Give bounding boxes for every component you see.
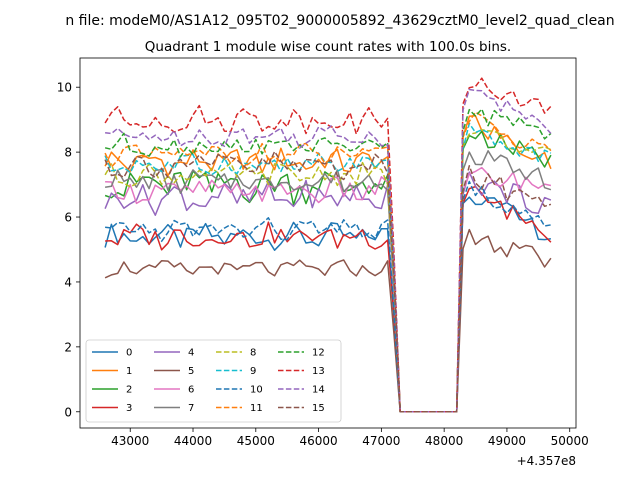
- axes: 43000 44000 45000 46000 47000 48000 49000 50000…: [57, 57, 589, 448]
- legend-label-3: 3: [126, 403, 132, 414]
- legend-label-14: 14: [312, 385, 325, 396]
- legend-label-7: 7: [188, 403, 194, 414]
- series-line-11: [104, 111, 552, 413]
- legend-label-15: 15: [312, 403, 325, 414]
- legend-label-13: 13: [312, 366, 325, 377]
- x-tick-label: 45000: [237, 434, 275, 448]
- series-line-12: [104, 108, 552, 413]
- legend-label-9: 9: [250, 366, 256, 377]
- legend-label-11: 11: [250, 403, 263, 414]
- legend-label-1: 1: [126, 366, 132, 377]
- series-line-14: [105, 88, 552, 413]
- legend-label-4: 4: [188, 348, 194, 359]
- series-line-5: [104, 228, 552, 413]
- legend-label-0: 0: [126, 348, 132, 359]
- legend-label-6: 6: [188, 385, 194, 396]
- x-tick-label: 44000: [174, 434, 212, 448]
- legend-label-5: 5: [188, 366, 194, 377]
- plot-frame: [79, 57, 577, 429]
- x-tick-label: 50000: [551, 434, 589, 448]
- series-line-15: [104, 150, 552, 413]
- y-tick-label: 4: [64, 275, 72, 289]
- y-tick-label: 10: [57, 81, 72, 95]
- x-tick-label: 48000: [425, 434, 463, 448]
- x-tick-label: 49000: [488, 434, 526, 448]
- series-line-13: [104, 77, 552, 413]
- series-layer: [104, 77, 552, 413]
- legend-box: [85, 339, 342, 423]
- series-line-7: [104, 150, 552, 413]
- series-line-2: [104, 130, 552, 413]
- chart-title: Quadrant 1 module wise count rates with …: [145, 39, 511, 55]
- figure-suptitle: n file: modeM0/AS1A12_095T02_9000005892_…: [65, 13, 614, 29]
- x-offset-text: +4.357e8: [517, 454, 576, 468]
- series-line-9: [104, 122, 552, 413]
- legend-label-2: 2: [126, 385, 132, 396]
- x-tick-label: 43000: [111, 434, 149, 448]
- series-line-10: [105, 180, 552, 413]
- legend-label-12: 12: [312, 348, 325, 359]
- y-tick-label: 2: [64, 340, 72, 354]
- y-tick-label: 0: [64, 405, 72, 419]
- x-tick-label: 46000: [299, 434, 337, 448]
- legend-label-10: 10: [250, 385, 263, 396]
- y-tick-label: 8: [64, 146, 72, 160]
- series-line-0: [104, 196, 551, 413]
- legend-label-8: 8: [250, 348, 256, 359]
- x-tick-label: 47000: [362, 434, 400, 448]
- y-tick-label: 6: [64, 211, 72, 225]
